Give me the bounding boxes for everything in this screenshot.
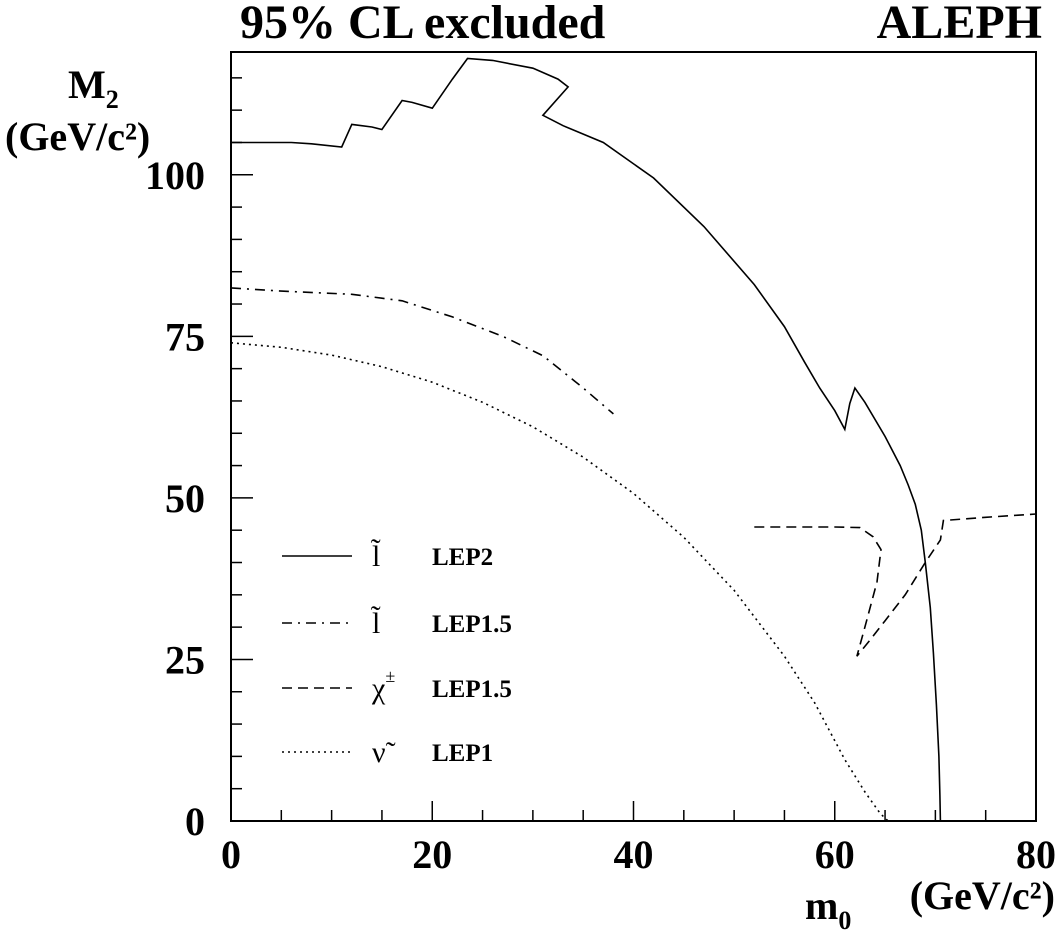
legend-symbol: χ± <box>371 666 395 705</box>
legend-symbol: ν̃ <box>372 736 396 769</box>
legend-label: LEP1.5 <box>432 611 512 638</box>
x-axis-label-sub: 0 <box>838 906 851 935</box>
plot-frame <box>230 51 1037 822</box>
series-line-dashdot <box>230 287 614 415</box>
y-axis-label-main: M <box>68 62 106 107</box>
legend-symbol: l̃ <box>371 606 381 640</box>
legend-symbol-sup: ± <box>385 666 395 686</box>
y-axis-label-sub: 2 <box>106 85 119 114</box>
svg-text:M2: M2 <box>68 62 119 114</box>
y-tick-label: 0 <box>185 799 205 844</box>
y-axis-label: M2 (GeV/c²) <box>5 62 150 159</box>
legend-symbol: l̃ <box>371 539 381 573</box>
axis-ticks <box>230 77 1037 822</box>
series-line-dotted <box>230 342 889 822</box>
y-tick-label: 100 <box>145 153 205 198</box>
legend-label: LEP1.5 <box>432 676 512 703</box>
y-axis-unit: (GeV/c²) <box>5 114 150 159</box>
legend-label: LEP1 <box>432 740 493 767</box>
x-tick-label: 80 <box>1016 832 1056 877</box>
x-axis-label: m0 (GeV/c²) <box>805 873 1055 935</box>
exclusion-curves <box>230 57 1037 822</box>
svg-text:m0: m0 <box>805 883 851 935</box>
series-line-dashed <box>754 513 1037 657</box>
y-tick-label: 50 <box>165 476 205 521</box>
series-line-solid <box>231 57 942 822</box>
x-tick-label: 0 <box>221 832 241 877</box>
y-tick-label: 25 <box>165 637 205 682</box>
x-axis-unit: (GeV/c²) <box>910 873 1055 918</box>
x-axis-label-main: m <box>805 883 838 928</box>
y-tick-label: 75 <box>165 314 205 359</box>
x-tick-label: 60 <box>815 832 855 877</box>
x-tick-label: 40 <box>614 832 654 877</box>
tick-labels: 0 20 40 60 80 0 25 50 75 100 <box>145 153 1056 877</box>
chart-title: 95% CL excluded <box>240 0 606 49</box>
legend-label: LEP2 <box>432 544 493 571</box>
x-tick-label: 20 <box>412 832 452 877</box>
experiment-label: ALEPH <box>877 0 1042 49</box>
legend: l̃ LEP2 l̃ LEP1.5 χ± LEP1.5 ν̃ LEP1 <box>282 539 512 769</box>
